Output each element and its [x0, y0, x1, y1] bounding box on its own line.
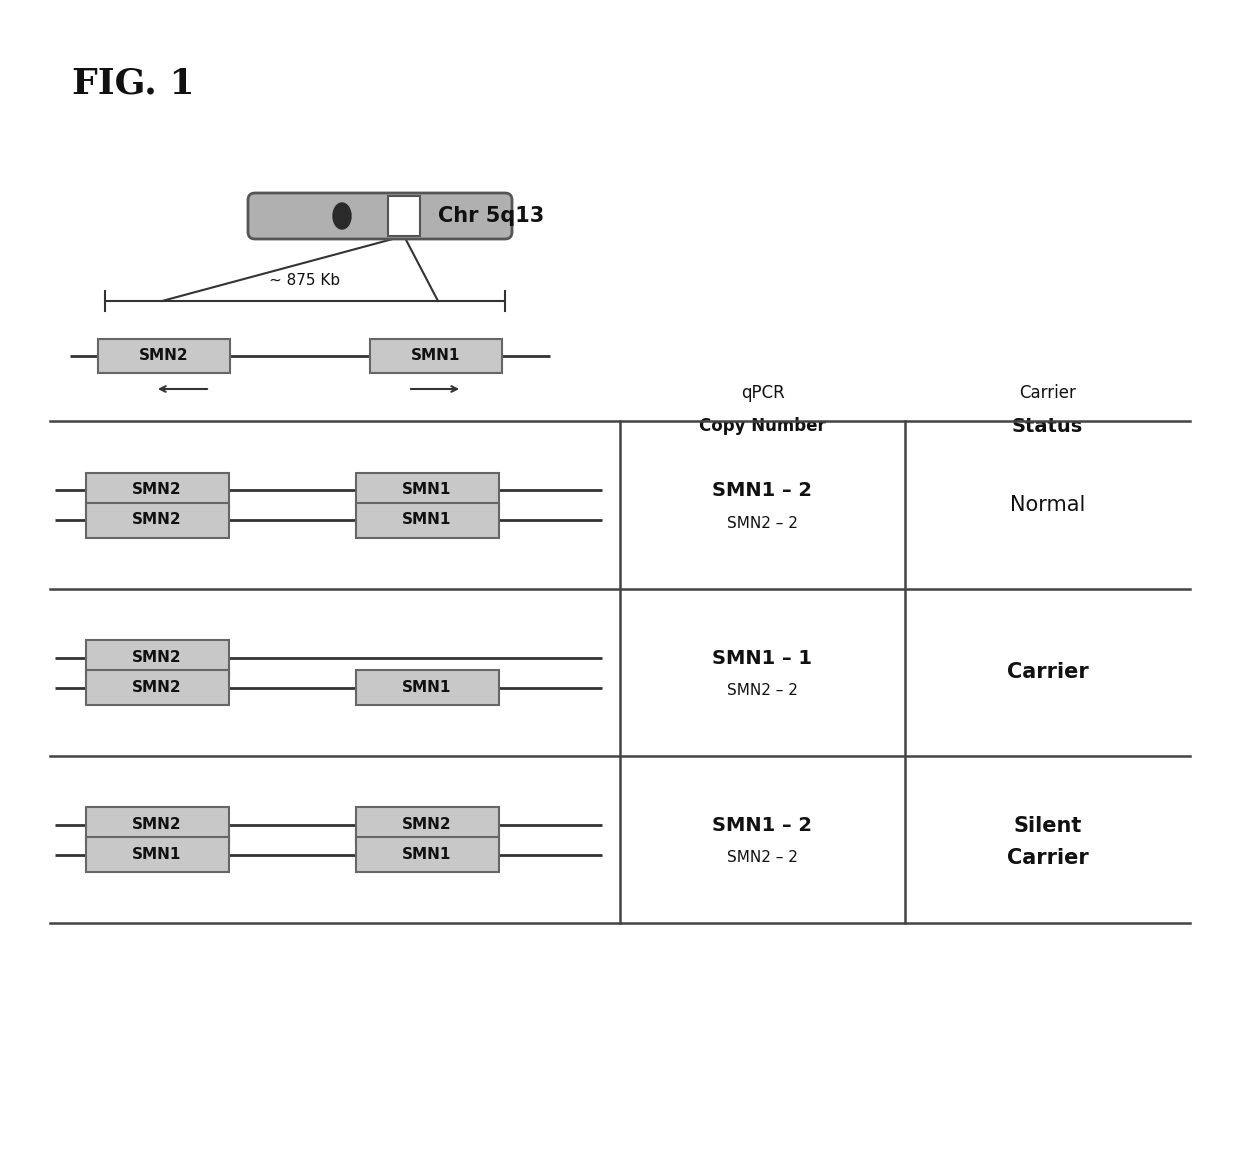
- FancyBboxPatch shape: [86, 807, 228, 843]
- Text: SMN1: SMN1: [402, 482, 451, 497]
- Text: SMN2: SMN2: [133, 680, 182, 695]
- Text: SMN2: SMN2: [133, 817, 182, 832]
- FancyBboxPatch shape: [356, 473, 498, 508]
- Text: SMN2: SMN2: [139, 349, 188, 364]
- Text: SMN1: SMN1: [412, 349, 461, 364]
- FancyBboxPatch shape: [248, 193, 512, 239]
- Text: Status: Status: [1012, 417, 1083, 435]
- Text: SMN2 – 2: SMN2 – 2: [727, 683, 797, 698]
- FancyBboxPatch shape: [370, 340, 502, 373]
- Text: SMN1: SMN1: [133, 847, 182, 862]
- Text: Chr 5q13: Chr 5q13: [438, 206, 544, 226]
- Text: Normal: Normal: [1009, 495, 1085, 514]
- FancyBboxPatch shape: [356, 807, 498, 843]
- Text: SMN1 – 2: SMN1 – 2: [713, 481, 812, 501]
- Text: SMN2 – 2: SMN2 – 2: [727, 849, 797, 866]
- Text: ~ 875 Kb: ~ 875 Kb: [269, 273, 341, 288]
- Text: Silent: Silent: [1013, 816, 1081, 836]
- Text: SMN1: SMN1: [402, 512, 451, 527]
- FancyBboxPatch shape: [86, 837, 228, 872]
- Text: SMN2: SMN2: [133, 512, 182, 527]
- FancyBboxPatch shape: [356, 670, 498, 706]
- Text: qPCR: qPCR: [740, 384, 785, 402]
- Text: SMN1 – 1: SMN1 – 1: [713, 649, 812, 668]
- FancyBboxPatch shape: [86, 503, 228, 538]
- Text: SMN2: SMN2: [133, 650, 182, 665]
- Text: FIG. 1: FIG. 1: [72, 66, 195, 100]
- Ellipse shape: [334, 203, 351, 229]
- FancyBboxPatch shape: [86, 670, 228, 706]
- Text: Carrier: Carrier: [1007, 847, 1089, 868]
- FancyBboxPatch shape: [356, 837, 498, 872]
- Text: SMN2: SMN2: [402, 817, 451, 832]
- Bar: [388, 196, 420, 236]
- Text: Carrier: Carrier: [1019, 384, 1076, 402]
- Text: Carrier: Carrier: [1007, 663, 1089, 683]
- Text: SMN2: SMN2: [133, 482, 182, 497]
- Text: SMN2 – 2: SMN2 – 2: [727, 516, 797, 531]
- FancyBboxPatch shape: [356, 503, 498, 538]
- Text: SMN1 – 2: SMN1 – 2: [713, 816, 812, 834]
- FancyBboxPatch shape: [86, 640, 228, 674]
- Text: SMN1: SMN1: [402, 847, 451, 862]
- Text: SMN1: SMN1: [402, 680, 451, 695]
- FancyBboxPatch shape: [86, 473, 228, 508]
- FancyBboxPatch shape: [98, 340, 229, 373]
- Text: Copy Number: Copy Number: [699, 417, 826, 435]
